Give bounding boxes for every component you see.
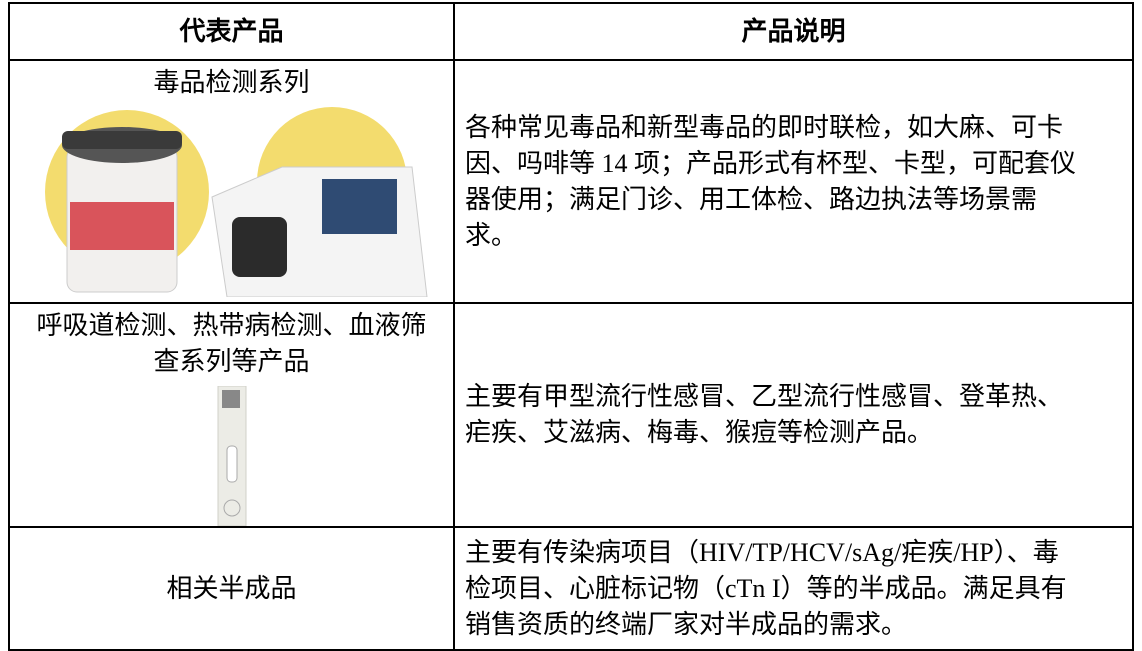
header-cell: 代表产品: [8, 2, 455, 61]
product-name: 毒品检测系列: [153, 68, 310, 97]
cell: 各种常见毒品和新型毒品的即时联检，如大麻、可卡因、吗啡等 14 项；产品形式有杯…: [453, 59, 1134, 304]
cell: 呼吸道检测、热带病检测、血液筛查系列等产品: [8, 302, 455, 528]
product-name: 呼吸道检测、热带病检测、血液筛查系列等产品: [36, 311, 427, 376]
cell: 主要有甲型流行性感冒、乙型流行性感冒、登革热、疟疾、艾滋病、梅毒、猴痘等检测产品…: [453, 302, 1134, 528]
header-cell: 产品说明: [453, 2, 1134, 61]
cell: 主要有传染病项目（HIV/TP/HCV/sAg/疟疾/HP）、毒检项目、心脏标记…: [453, 526, 1134, 651]
product-image: [44, 107, 428, 297]
product-table: 代表产品 产品说明 毒品检测系列 各种常见毒品和新型毒品的即时联检，如大麻、可卡…: [8, 2, 1134, 651]
row: 毒品检测系列 各种常见毒品和新型毒品的即时联检，如大麻、可卡因、吗啡等 14 项…: [8, 59, 1134, 304]
cell: 毒品检测系列: [8, 59, 455, 304]
product-image: [217, 386, 246, 526]
cell: 相关半成品: [8, 526, 455, 651]
row: 相关半成品 主要有传染病项目（HIV/TP/HCV/sAg/疟疾/HP）、毒检项…: [8, 526, 1134, 651]
header-row: 代表产品 产品说明: [8, 2, 1134, 61]
row: 呼吸道检测、热带病检测、血液筛查系列等产品 主要有甲型流行性感冒、乙型流行性感冒…: [8, 302, 1134, 528]
